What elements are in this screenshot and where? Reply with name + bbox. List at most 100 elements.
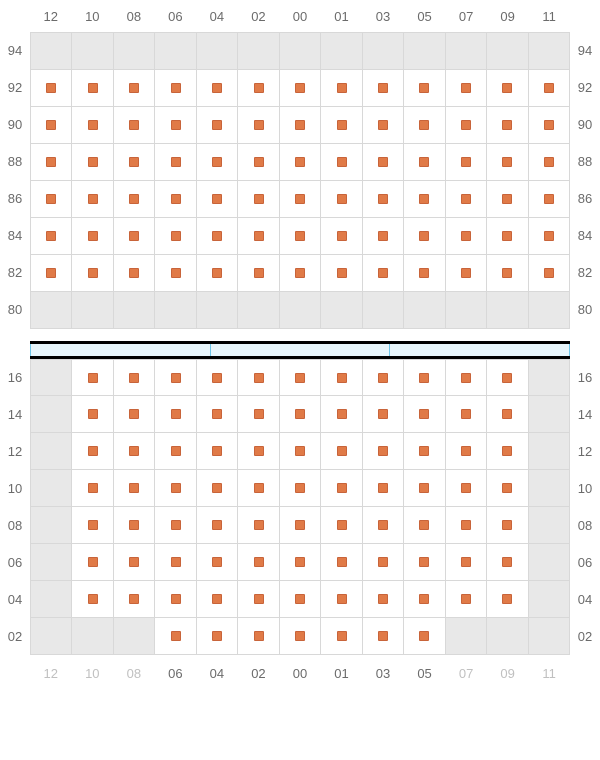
seat-cell[interactable] xyxy=(280,255,321,292)
seat-cell[interactable] xyxy=(31,255,72,292)
seat-cell[interactable] xyxy=(197,255,238,292)
seat-cell[interactable] xyxy=(238,470,279,507)
seat-cell[interactable] xyxy=(197,544,238,581)
seat-cell[interactable] xyxy=(321,618,362,655)
seat-cell[interactable] xyxy=(363,218,404,255)
seat-cell[interactable] xyxy=(446,581,487,618)
seat-cell[interactable] xyxy=(446,181,487,218)
seat-cell[interactable] xyxy=(197,433,238,470)
seat-cell[interactable] xyxy=(114,544,155,581)
seat-cell[interactable] xyxy=(280,359,321,396)
seat-cell[interactable] xyxy=(321,255,362,292)
seat-cell[interactable] xyxy=(446,359,487,396)
seat-cell[interactable] xyxy=(446,255,487,292)
seat-cell[interactable] xyxy=(238,144,279,181)
seat-cell[interactable] xyxy=(321,396,362,433)
seat-cell[interactable] xyxy=(487,470,528,507)
seat-cell[interactable] xyxy=(321,544,362,581)
seat-cell[interactable] xyxy=(363,618,404,655)
seat-cell[interactable] xyxy=(404,396,445,433)
seat-cell[interactable] xyxy=(446,70,487,107)
seat-cell[interactable] xyxy=(363,144,404,181)
seat-cell[interactable] xyxy=(487,433,528,470)
seat-cell[interactable] xyxy=(446,470,487,507)
seat-cell[interactable] xyxy=(363,255,404,292)
seat-cell[interactable] xyxy=(72,470,113,507)
seat-cell[interactable] xyxy=(363,470,404,507)
seat-cell[interactable] xyxy=(155,470,196,507)
seat-cell[interactable] xyxy=(280,544,321,581)
seat-cell[interactable] xyxy=(280,107,321,144)
seat-cell[interactable] xyxy=(363,544,404,581)
seat-cell[interactable] xyxy=(114,470,155,507)
seat-cell[interactable] xyxy=(404,433,445,470)
seat-cell[interactable] xyxy=(487,70,528,107)
seat-cell[interactable] xyxy=(404,470,445,507)
seat-cell[interactable] xyxy=(404,144,445,181)
seat-cell[interactable] xyxy=(321,581,362,618)
seat-cell[interactable] xyxy=(363,581,404,618)
seat-cell[interactable] xyxy=(155,581,196,618)
seat-cell[interactable] xyxy=(155,218,196,255)
seat-cell[interactable] xyxy=(404,359,445,396)
seat-cell[interactable] xyxy=(404,581,445,618)
seat-cell[interactable] xyxy=(72,359,113,396)
seat-cell[interactable] xyxy=(280,433,321,470)
seat-cell[interactable] xyxy=(363,507,404,544)
seat-cell[interactable] xyxy=(529,70,570,107)
seat-cell[interactable] xyxy=(280,396,321,433)
seat-cell[interactable] xyxy=(487,396,528,433)
seat-cell[interactable] xyxy=(197,144,238,181)
seat-cell[interactable] xyxy=(446,507,487,544)
seat-cell[interactable] xyxy=(363,433,404,470)
seat-cell[interactable] xyxy=(238,618,279,655)
seat-cell[interactable] xyxy=(321,433,362,470)
seat-cell[interactable] xyxy=(72,433,113,470)
seat-cell[interactable] xyxy=(404,255,445,292)
seat-cell[interactable] xyxy=(155,144,196,181)
seat-cell[interactable] xyxy=(72,396,113,433)
seat-cell[interactable] xyxy=(31,181,72,218)
seat-cell[interactable] xyxy=(321,218,362,255)
seat-cell[interactable] xyxy=(72,218,113,255)
seat-cell[interactable] xyxy=(529,144,570,181)
seat-cell[interactable] xyxy=(31,218,72,255)
seat-cell[interactable] xyxy=(155,618,196,655)
seat-cell[interactable] xyxy=(238,396,279,433)
seat-cell[interactable] xyxy=(529,218,570,255)
seat-cell[interactable] xyxy=(487,181,528,218)
seat-cell[interactable] xyxy=(238,507,279,544)
seat-cell[interactable] xyxy=(446,218,487,255)
seat-cell[interactable] xyxy=(280,470,321,507)
seat-cell[interactable] xyxy=(280,181,321,218)
seat-cell[interactable] xyxy=(197,359,238,396)
seat-cell[interactable] xyxy=(529,255,570,292)
seat-cell[interactable] xyxy=(404,507,445,544)
seat-cell[interactable] xyxy=(114,359,155,396)
seat-cell[interactable] xyxy=(114,218,155,255)
seat-cell[interactable] xyxy=(31,107,72,144)
seat-cell[interactable] xyxy=(238,107,279,144)
seat-cell[interactable] xyxy=(197,470,238,507)
seat-cell[interactable] xyxy=(487,359,528,396)
seat-cell[interactable] xyxy=(31,144,72,181)
seat-cell[interactable] xyxy=(238,433,279,470)
seat-cell[interactable] xyxy=(280,581,321,618)
seat-cell[interactable] xyxy=(363,181,404,218)
seat-cell[interactable] xyxy=(155,181,196,218)
seat-cell[interactable] xyxy=(114,144,155,181)
seat-cell[interactable] xyxy=(197,581,238,618)
seat-cell[interactable] xyxy=(487,544,528,581)
seat-cell[interactable] xyxy=(197,70,238,107)
seat-cell[interactable] xyxy=(321,70,362,107)
seat-cell[interactable] xyxy=(446,144,487,181)
seat-cell[interactable] xyxy=(155,507,196,544)
seat-cell[interactable] xyxy=(197,507,238,544)
seat-cell[interactable] xyxy=(238,70,279,107)
seat-cell[interactable] xyxy=(404,618,445,655)
seat-cell[interactable] xyxy=(197,618,238,655)
seat-cell[interactable] xyxy=(238,218,279,255)
seat-cell[interactable] xyxy=(72,255,113,292)
seat-cell[interactable] xyxy=(72,581,113,618)
seat-cell[interactable] xyxy=(280,618,321,655)
